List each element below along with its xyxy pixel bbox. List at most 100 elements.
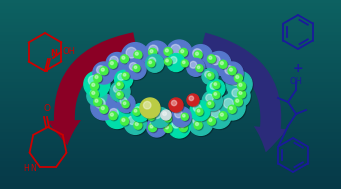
Circle shape (170, 57, 177, 64)
Circle shape (191, 102, 211, 122)
Circle shape (92, 95, 118, 121)
Circle shape (220, 61, 228, 69)
Circle shape (88, 87, 108, 107)
Circle shape (141, 99, 161, 119)
Circle shape (95, 75, 98, 78)
Circle shape (149, 45, 158, 54)
Circle shape (165, 125, 173, 133)
Text: OH: OH (63, 46, 76, 56)
Circle shape (181, 125, 184, 128)
Circle shape (121, 118, 130, 126)
Circle shape (190, 61, 197, 68)
Circle shape (134, 66, 137, 69)
Circle shape (208, 56, 217, 64)
Circle shape (190, 101, 210, 121)
Circle shape (106, 105, 130, 129)
Circle shape (208, 118, 217, 126)
Circle shape (189, 45, 213, 69)
Circle shape (109, 112, 117, 120)
Circle shape (128, 116, 136, 125)
Circle shape (229, 68, 237, 76)
Circle shape (194, 51, 202, 59)
Circle shape (153, 111, 161, 119)
Circle shape (164, 58, 172, 65)
Circle shape (171, 44, 181, 54)
Circle shape (123, 73, 130, 80)
Bar (0, 88, 341, 92)
Circle shape (213, 82, 220, 89)
Circle shape (211, 56, 220, 65)
Circle shape (219, 112, 227, 120)
Circle shape (172, 100, 177, 106)
Circle shape (164, 47, 172, 56)
Circle shape (235, 99, 243, 107)
Circle shape (121, 56, 130, 64)
Circle shape (207, 79, 225, 98)
Circle shape (117, 93, 120, 95)
Circle shape (149, 114, 152, 117)
Circle shape (207, 52, 231, 76)
Circle shape (117, 83, 124, 90)
Circle shape (109, 108, 118, 118)
Circle shape (236, 75, 239, 78)
Circle shape (114, 85, 121, 93)
Bar (0, 151, 341, 155)
Circle shape (194, 121, 202, 129)
Circle shape (227, 72, 253, 98)
Bar (0, 50, 341, 54)
Bar (0, 76, 341, 79)
Circle shape (209, 56, 212, 59)
Circle shape (165, 49, 173, 57)
Text: H: H (23, 164, 29, 174)
Circle shape (105, 105, 129, 129)
Bar (0, 60, 341, 64)
Circle shape (110, 113, 114, 116)
Circle shape (181, 50, 184, 53)
Circle shape (171, 107, 191, 127)
Circle shape (234, 98, 242, 106)
Circle shape (90, 90, 99, 98)
Circle shape (238, 90, 246, 98)
FancyArrowPatch shape (48, 32, 137, 145)
Circle shape (115, 70, 133, 88)
Bar (0, 13, 341, 16)
Circle shape (109, 60, 117, 68)
Bar (0, 38, 341, 41)
Circle shape (193, 104, 201, 112)
Circle shape (122, 44, 150, 72)
Circle shape (205, 71, 211, 77)
Circle shape (92, 91, 95, 94)
Circle shape (91, 94, 117, 120)
Bar (0, 132, 341, 136)
Circle shape (220, 113, 228, 121)
Circle shape (219, 94, 245, 120)
Text: OH: OH (290, 77, 302, 87)
Bar (0, 142, 341, 145)
Circle shape (197, 66, 204, 73)
Circle shape (234, 74, 242, 82)
Circle shape (190, 46, 214, 70)
Circle shape (207, 105, 231, 129)
FancyArrowPatch shape (200, 33, 287, 152)
Circle shape (117, 94, 135, 112)
Circle shape (181, 60, 188, 67)
Circle shape (228, 67, 236, 75)
Circle shape (123, 74, 126, 76)
Circle shape (150, 120, 158, 128)
Circle shape (146, 42, 170, 66)
Circle shape (110, 56, 118, 65)
Circle shape (121, 43, 149, 71)
Circle shape (195, 122, 203, 130)
Circle shape (107, 53, 129, 76)
Circle shape (134, 51, 142, 59)
Bar (0, 9, 341, 13)
Bar (0, 123, 341, 126)
Bar (0, 136, 341, 139)
Text: +: + (293, 61, 303, 74)
Circle shape (149, 61, 152, 64)
Bar (0, 126, 341, 130)
Circle shape (231, 76, 240, 85)
Circle shape (93, 62, 115, 84)
Bar (0, 94, 341, 98)
Bar (0, 35, 341, 38)
